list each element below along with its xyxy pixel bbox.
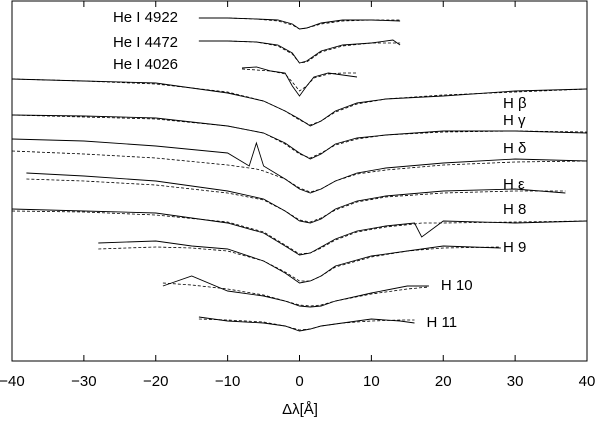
observed-profile [11,78,588,127]
series-label: H δ [503,140,526,157]
series-label: H 11 [427,314,458,331]
model-profile [11,114,588,159]
observed-profile [198,17,401,30]
series-label: He I 4922 [113,9,178,26]
model-profile [11,150,588,193]
model-profile [198,318,415,331]
x-tick-label: 20 [435,373,452,390]
observed-profile [11,208,588,256]
series-label: H 9 [503,239,526,256]
x-tick-label: 0 [295,373,303,390]
series-label: H 10 [441,277,473,294]
model-profile [198,40,401,64]
series-label: He I 4026 [113,56,178,73]
observed-profile [11,114,588,160]
observed-profile [162,275,429,308]
observed-profile [198,39,401,64]
model-profile [162,282,429,307]
model-profile [241,68,357,92]
series-label: H β [503,95,527,112]
observed-profile [241,66,358,97]
observed-profile [26,172,566,224]
series-label: He I 4472 [113,34,178,51]
x-axis-label: Δλ[Å] [282,401,318,418]
observed-profile [198,316,415,332]
model-profile [26,178,566,223]
observed-profile [98,240,501,284]
series-label: H 8 [503,201,526,218]
model-profile [98,246,501,282]
series-label: H γ [503,112,526,129]
x-tick-label: −40 [0,373,25,390]
x-tick-label: 30 [507,373,524,390]
observed-profile [11,138,588,194]
x-tick-label: −10 [215,373,240,390]
plot-frame [11,0,588,362]
x-tick-label: −20 [143,373,168,390]
series-label: H ε [503,176,525,193]
x-tick-label: 40 [579,373,596,390]
x-tick-label: −30 [71,373,96,390]
model-profile [11,78,588,126]
x-tick-label: 10 [363,373,380,390]
